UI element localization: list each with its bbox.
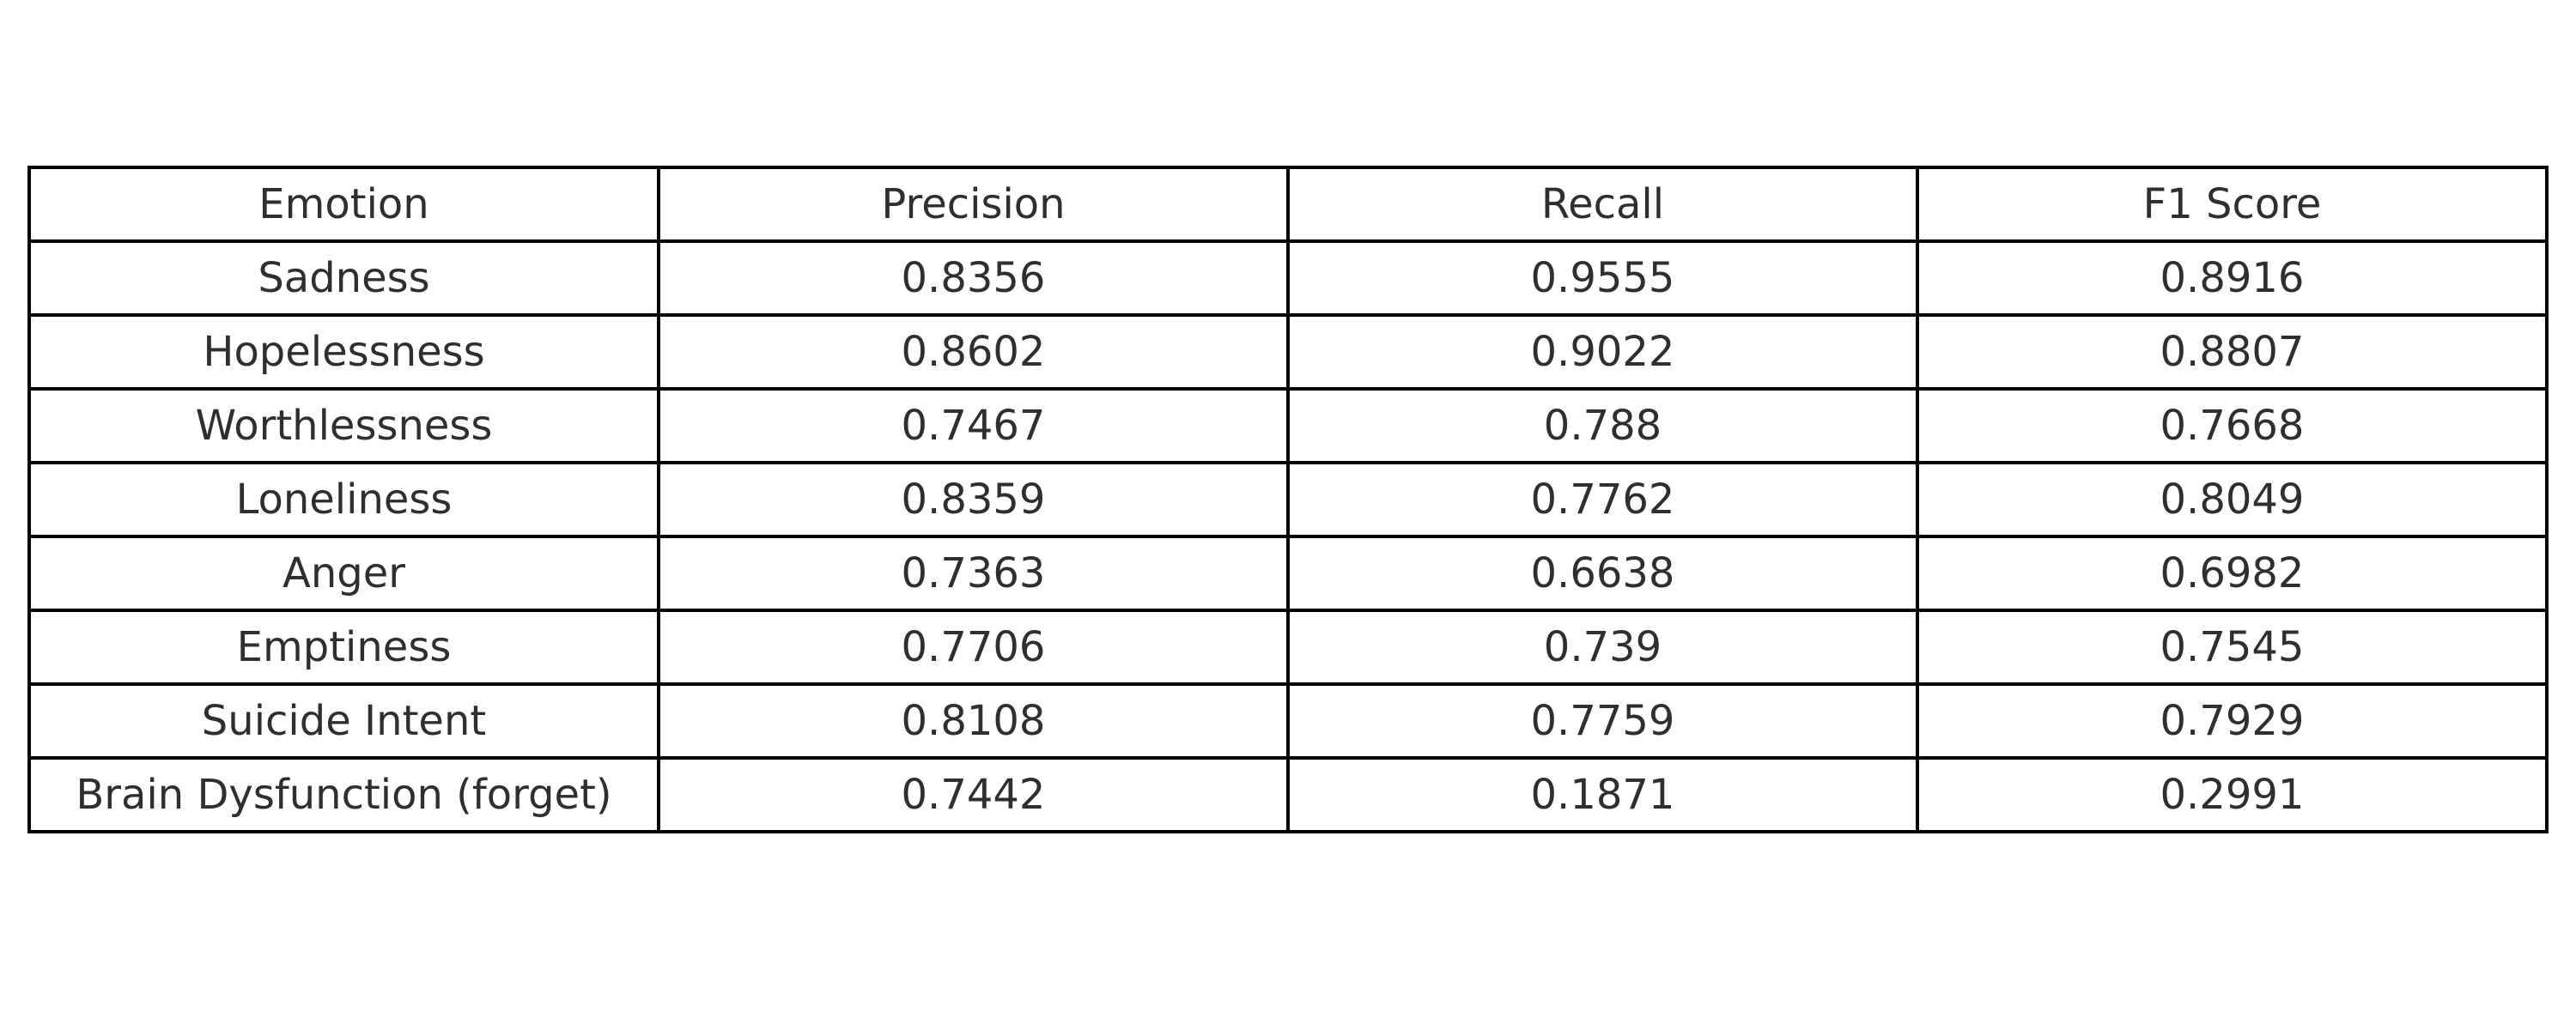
table-row: Suicide Intent 0.8108 0.7759 0.7929: [27, 682, 2549, 760]
precision-cell: 0.8108: [657, 682, 1290, 760]
recall-cell: 0.7762: [1286, 461, 1919, 538]
emotion-cell: Suicide Intent: [27, 682, 660, 760]
metrics-table: Emotion Precision Recall F1 Score Sadnes…: [27, 166, 2549, 833]
f1-score-cell: 0.8807: [1916, 313, 2549, 391]
recall-cell: 0.9022: [1286, 313, 1919, 391]
precision-cell: 0.8359: [657, 461, 1290, 538]
emotion-cell: Hopelessness: [27, 313, 660, 391]
f1-score-cell: 0.8049: [1916, 461, 2549, 538]
precision-cell: 0.7467: [657, 387, 1290, 464]
table-row: Anger 0.7363 0.6638 0.6982: [27, 535, 2549, 612]
table-row: Sadness 0.8356 0.9555 0.8916: [27, 239, 2549, 317]
precision-cell: 0.8602: [657, 313, 1290, 391]
recall-cell: 0.7759: [1286, 682, 1919, 760]
f1-score-cell: 0.7668: [1916, 387, 2549, 464]
recall-cell: 0.739: [1286, 609, 1919, 686]
f1-score-cell: 0.7929: [1916, 682, 2549, 760]
emotion-cell: Worthlessness: [27, 387, 660, 464]
table-row: Brain Dysfunction (forget) 0.7442 0.1871…: [27, 756, 2549, 833]
precision-cell: 0.7706: [657, 609, 1290, 686]
emotion-cell: Brain Dysfunction (forget): [27, 756, 660, 833]
header-f1-score: F1 Score: [1916, 166, 2549, 243]
emotion-cell: Loneliness: [27, 461, 660, 538]
precision-cell: 0.7442: [657, 756, 1290, 833]
recall-cell: 0.1871: [1286, 756, 1919, 833]
header-row: Emotion Precision Recall F1 Score: [27, 166, 2549, 243]
header-emotion: Emotion: [27, 166, 660, 243]
precision-cell: 0.7363: [657, 535, 1290, 612]
table-row: Loneliness 0.8359 0.7762 0.8049: [27, 461, 2549, 538]
f1-score-cell: 0.8916: [1916, 239, 2549, 317]
table-row: Hopelessness 0.8602 0.9022 0.8807: [27, 313, 2549, 391]
precision-cell: 0.8356: [657, 239, 1290, 317]
table-row: Emptiness 0.7706 0.739 0.7545: [27, 609, 2549, 686]
emotion-cell: Anger: [27, 535, 660, 612]
header-precision: Precision: [657, 166, 1290, 243]
header-recall: Recall: [1286, 166, 1919, 243]
f1-score-cell: 0.7545: [1916, 609, 2549, 686]
recall-cell: 0.9555: [1286, 239, 1919, 317]
emotion-cell: Emptiness: [27, 609, 660, 686]
f1-score-cell: 0.6982: [1916, 535, 2549, 612]
recall-cell: 0.6638: [1286, 535, 1919, 612]
table-row: Worthlessness 0.7467 0.788 0.7668: [27, 387, 2549, 464]
f1-score-cell: 0.2991: [1916, 756, 2549, 833]
recall-cell: 0.788: [1286, 387, 1919, 464]
emotion-cell: Sadness: [27, 239, 660, 317]
